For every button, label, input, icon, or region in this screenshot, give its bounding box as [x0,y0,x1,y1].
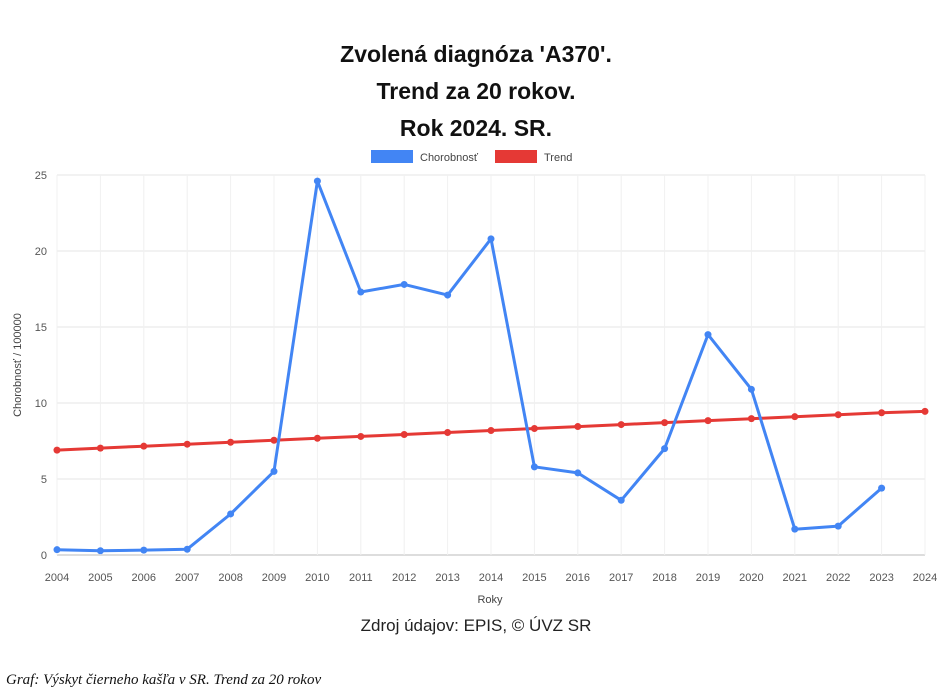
data-point-trend-2013 [444,428,452,436]
x-tick-label-2008: 2008 [218,572,242,584]
y-tick-label-5: 5 [41,474,47,486]
y-tick-label-10: 10 [35,398,47,410]
data-point-chorobnost-2009 [270,467,278,475]
legend-swatch-trend [495,150,537,163]
data-point-trend-2012 [400,430,408,438]
chart-title-line-2: Trend za 20 rokov. [376,78,576,104]
data-point-chorobnost-2010 [313,177,321,185]
data-point-chorobnost-2012 [400,280,408,288]
y-axis-label: Chorobnosť / 100000 [12,313,24,417]
data-point-chorobnost-2023 [878,484,886,492]
data-point-trend-2022 [834,411,842,419]
x-tick-label-2017: 2017 [609,572,633,584]
chart-title-line-1: Zvolená diagnóza 'A370'. [340,41,612,67]
data-point-trend-2011 [357,432,365,440]
data-point-chorobnost-2013 [444,291,452,299]
data-point-trend-2005 [96,444,104,452]
data-point-trend-2007 [183,440,191,448]
x-tick-label-2022: 2022 [826,572,850,584]
axis-layer: 0 5 10 15 20 25 2004 2005 2006 2007 2008 2009 2010 20… [35,170,937,584]
figure-caption: Graf: Výskyt čierneho kašľa v SR. Trend … [6,672,322,688]
chart-title-line-3: Rok 2024. SR. [399,115,553,141]
data-point-trend-2009 [270,436,278,444]
data-point-chorobnost-2019 [704,331,712,339]
y-tick-label-25: 25 [35,170,47,182]
grid-layer [56,174,926,556]
data-point-chorobnost-2018 [661,445,669,453]
data-point-chorobnost-2006 [140,546,148,554]
data-point-chorobnost-2020 [747,385,755,393]
line-chart: 0 5 10 15 20 25 2004 2005 2006 2007 2008 2009 2010 20… [12,150,937,606]
y-tick-label-0: 0 [41,550,47,562]
data-point-chorobnost-2005 [96,547,104,555]
x-tick-label-2021: 2021 [783,572,807,584]
data-point-trend-2015 [530,425,538,433]
legend: Chorobnosť Trend [371,150,572,164]
x-tick-label-2013: 2013 [435,572,459,584]
x-tick-label-2024: 2024 [913,572,937,584]
x-tick-label-2015: 2015 [522,572,546,584]
x-axis-label: Roky [477,594,503,606]
data-point-trend-2021 [791,413,799,421]
data-point-chorobnost-2008 [227,510,235,518]
x-tick-label-2007: 2007 [175,572,199,584]
series-layer [53,177,929,555]
x-tick-label-2004: 2004 [45,572,69,584]
x-tick-label-2005: 2005 [88,572,112,584]
x-tick-label-2011: 2011 [349,572,373,584]
x-tick-label-2016: 2016 [566,572,590,584]
data-point-trend-2004 [53,446,61,454]
data-point-trend-2019 [704,417,712,425]
chart-title: Zvolená diagnóza 'A370'. Trend za 20 rok… [0,36,952,147]
x-tick-label-2006: 2006 [132,572,156,584]
data-point-trend-2017 [617,421,625,429]
data-point-trend-2010 [313,434,321,442]
data-point-chorobnost-2004 [53,546,61,554]
data-point-trend-2006 [140,442,148,450]
data-point-chorobnost-2021 [791,525,799,533]
data-point-trend-2014 [487,427,495,435]
x-tick-label-2018: 2018 [652,572,676,584]
legend-swatch-chorobnost [371,150,413,163]
x-tick-label-2019: 2019 [696,572,720,584]
data-source-note: Zdroj údajov: EPIS, © ÚVZ SR [360,616,592,635]
data-point-trend-2020 [747,415,755,423]
x-tick-label-2012: 2012 [392,572,416,584]
y-tick-label-20: 20 [35,246,47,258]
data-point-chorobnost-2014 [487,235,495,243]
data-point-trend-2018 [661,419,669,427]
x-tick-label-2023: 2023 [869,572,893,584]
x-tick-label-2009: 2009 [262,572,286,584]
legend-label-trend: Trend [544,152,572,164]
data-point-chorobnost-2011 [357,288,365,296]
data-point-chorobnost-2016 [574,469,582,477]
data-point-trend-2023 [878,409,886,417]
data-point-chorobnost-2017 [617,496,625,504]
x-tick-label-2010: 2010 [305,572,329,584]
x-tick-label-2020: 2020 [739,572,763,584]
data-point-chorobnost-2015 [530,463,538,471]
data-point-chorobnost-2007 [183,545,191,553]
data-point-chorobnost-2022 [834,522,842,530]
legend-label-chorobnost: Chorobnosť [420,152,479,164]
data-point-trend-2016 [574,423,582,431]
data-point-trend-2024 [921,407,929,415]
series-line-chorobnost [55,179,884,553]
y-tick-label-15: 15 [35,322,47,334]
x-tick-label-2014: 2014 [479,572,503,584]
data-point-trend-2008 [227,438,235,446]
